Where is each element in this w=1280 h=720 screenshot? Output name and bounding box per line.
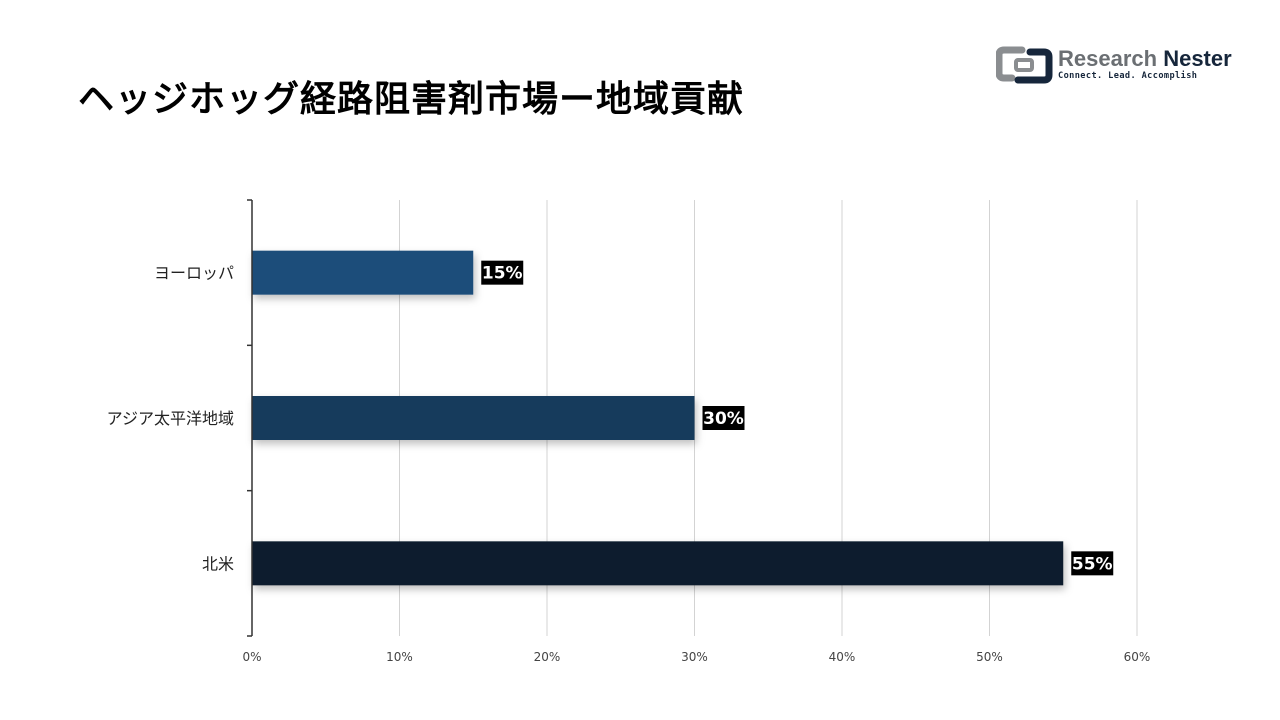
value-label: 55% xyxy=(1072,554,1113,574)
x-tick-label: 0% xyxy=(242,650,261,664)
brand-logo: Research Nester Connect. Lead. Accomplis… xyxy=(996,44,1232,88)
bars xyxy=(252,250,1064,586)
category-label: アジア太平洋地域 xyxy=(107,409,234,428)
value-label-background xyxy=(481,260,524,285)
value-label: 15% xyxy=(482,264,523,284)
logo-name-research: Research xyxy=(1058,46,1158,71)
bar xyxy=(252,396,695,440)
x-axis-ticks: 0% 10% 20% 30% 40% 50% 60% xyxy=(242,650,1150,664)
page-title: ヘッジホッグ経路阻害剤市場ー地域貢献 xyxy=(78,79,745,120)
logo-name: Research Nester xyxy=(1058,46,1232,72)
x-tick-label: 20% xyxy=(534,650,561,664)
bar xyxy=(252,250,474,295)
logo-name-nester: Nester xyxy=(1163,46,1232,71)
value-label-background xyxy=(702,406,745,430)
category-label: 北米 xyxy=(202,554,234,573)
x-tick-label: 60% xyxy=(1124,650,1151,664)
category-label: ヨーロッパ xyxy=(154,264,234,283)
x-tick-label: 50% xyxy=(976,650,1003,664)
y-axis xyxy=(247,199,253,637)
x-tick-label: 40% xyxy=(829,650,856,664)
value-label: 30% xyxy=(703,409,744,429)
x-tick-label: 30% xyxy=(681,650,708,664)
bar xyxy=(252,541,1064,586)
value-labels: 15% 30% 55% xyxy=(481,260,1114,576)
research-nester-logo-icon xyxy=(996,46,1053,84)
value-label-background xyxy=(1071,551,1114,576)
x-tick-label: 10% xyxy=(386,650,413,664)
logo-tagline: Connect. Lead. Accomplish xyxy=(1058,71,1198,81)
